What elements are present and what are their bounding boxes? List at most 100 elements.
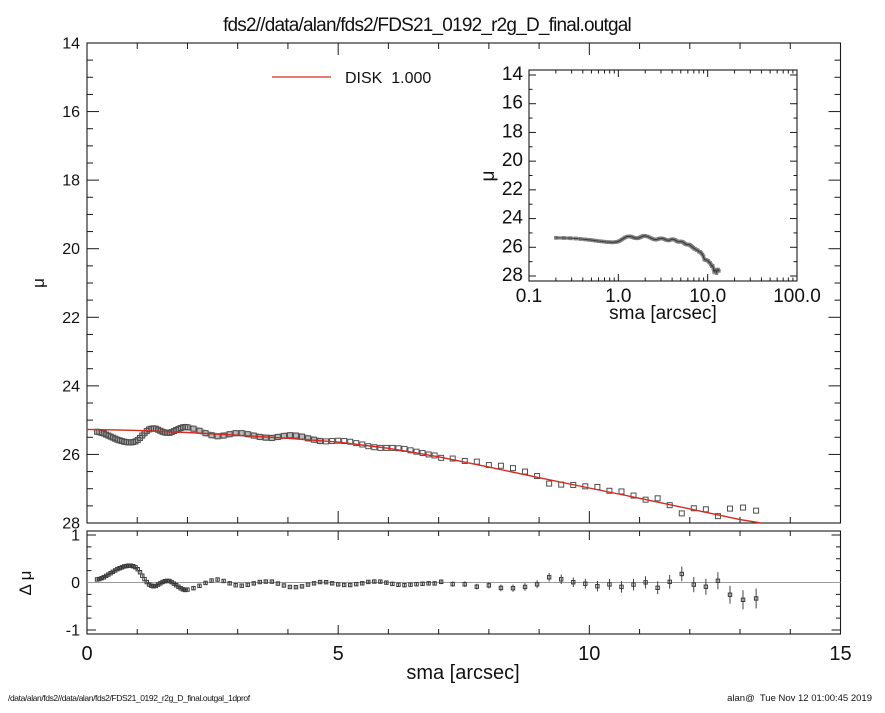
residual-point	[583, 581, 588, 586]
main-y-tick-labels: 14 16 18 20 22 24 26 28	[62, 36, 80, 533]
data-point	[740, 504, 747, 511]
main-y-axis-label: μ	[29, 278, 48, 288]
residual-point	[117, 566, 122, 571]
disk-model-line	[86, 428, 762, 524]
residual-point	[183, 587, 188, 593]
residual-point	[121, 564, 127, 569]
residual-point	[534, 582, 540, 587]
data-point	[473, 458, 480, 465]
data-point	[190, 425, 197, 432]
main-panel	[86, 42, 842, 524]
residual-point	[144, 579, 149, 585]
residual-point	[178, 586, 183, 591]
residual-point	[607, 582, 612, 587]
data-point	[522, 468, 529, 475]
residual-point	[462, 582, 467, 587]
residual-y-tick-label: -1	[66, 623, 80, 640]
data-point	[335, 437, 342, 444]
residual-point	[293, 584, 299, 590]
residual-point	[233, 583, 238, 588]
main-y-tick-label: 28	[62, 516, 80, 533]
residual-point	[185, 587, 190, 592]
data-point	[305, 435, 312, 442]
residual-point	[251, 581, 256, 586]
residual-point	[715, 578, 721, 583]
residual-point	[142, 576, 147, 582]
residual-point	[263, 579, 269, 584]
residual-point	[655, 585, 660, 590]
residual-point	[299, 584, 305, 589]
data-point	[630, 492, 637, 499]
residual-point	[269, 579, 275, 584]
residual-point	[486, 583, 492, 588]
residual-point	[128, 563, 134, 568]
data-point	[184, 424, 191, 431]
inset-y-tick-label: 20	[502, 150, 523, 171]
residual-point	[97, 576, 102, 582]
inset-y-axis-label: μ	[478, 171, 499, 182]
residual-point	[474, 584, 480, 589]
x-axis-label: sma [arcsec]	[406, 662, 519, 684]
residual-point	[149, 583, 154, 588]
residual-point	[384, 580, 389, 585]
residual-point	[595, 584, 600, 589]
residual-point	[115, 566, 120, 572]
data-point	[395, 445, 402, 452]
inset-x-axis-label: sma [arcsec]	[609, 303, 717, 324]
residual-point	[348, 582, 353, 588]
residual-point	[667, 579, 672, 585]
residual-point	[498, 585, 504, 591]
residual-point	[703, 584, 709, 589]
inset-profile-series	[554, 233, 721, 276]
main-y-tick-label: 26	[62, 447, 80, 464]
residual-point	[408, 582, 413, 587]
footer-user-timestamp: alan@ Tue Nov 12 01:00:45 2019	[727, 693, 872, 704]
main-y-tick-label: 16	[62, 104, 80, 121]
residual-point	[257, 579, 263, 585]
residual-point	[126, 563, 131, 568]
footer-file-path: /data/alan/fds2//data/alan/fds2/FDS21_01…	[8, 693, 251, 703]
residual-point	[679, 571, 684, 577]
residual-point	[239, 583, 244, 588]
residual-point	[372, 579, 377, 584]
residual-point	[191, 585, 196, 591]
residual-point	[99, 575, 104, 581]
data-point	[292, 432, 299, 439]
x-tick-label: 5	[333, 643, 344, 665]
residual-point	[378, 579, 383, 584]
residual-point	[402, 583, 407, 588]
residual-point	[305, 582, 311, 587]
residual-point	[341, 582, 347, 588]
residual-point	[162, 579, 168, 584]
inset-y-tick-label: 16	[502, 93, 523, 114]
residual-point	[740, 597, 746, 602]
data-point	[509, 465, 516, 472]
residual-point	[691, 582, 697, 587]
data-point	[546, 480, 553, 487]
inset-panel	[528, 69, 798, 282]
data-point	[413, 448, 420, 455]
inset-y-tick-label: 18	[502, 121, 523, 142]
residual-y-tick-label: 0	[71, 575, 80, 592]
data-point	[353, 440, 360, 447]
residual-y-axis-label: Δ μ	[16, 571, 35, 596]
inset-y-tick-label: 24	[502, 208, 524, 229]
plot-title: fds2//data/alan/fds2/FDS21_0192_r2g_D_fi…	[223, 15, 631, 36]
data-point	[654, 495, 661, 502]
data-point	[726, 505, 733, 512]
x-tick-label: 10	[578, 643, 600, 665]
residual-point	[366, 579, 371, 585]
residual-point	[323, 580, 329, 585]
residual-point	[221, 578, 226, 584]
residual-point	[727, 592, 733, 597]
residual-point	[151, 584, 156, 589]
residual-point	[209, 578, 214, 583]
residual-point	[619, 584, 624, 590]
data-point	[606, 487, 613, 494]
residual-point	[137, 570, 143, 575]
residual-point	[135, 567, 140, 572]
residual-point	[215, 577, 220, 582]
